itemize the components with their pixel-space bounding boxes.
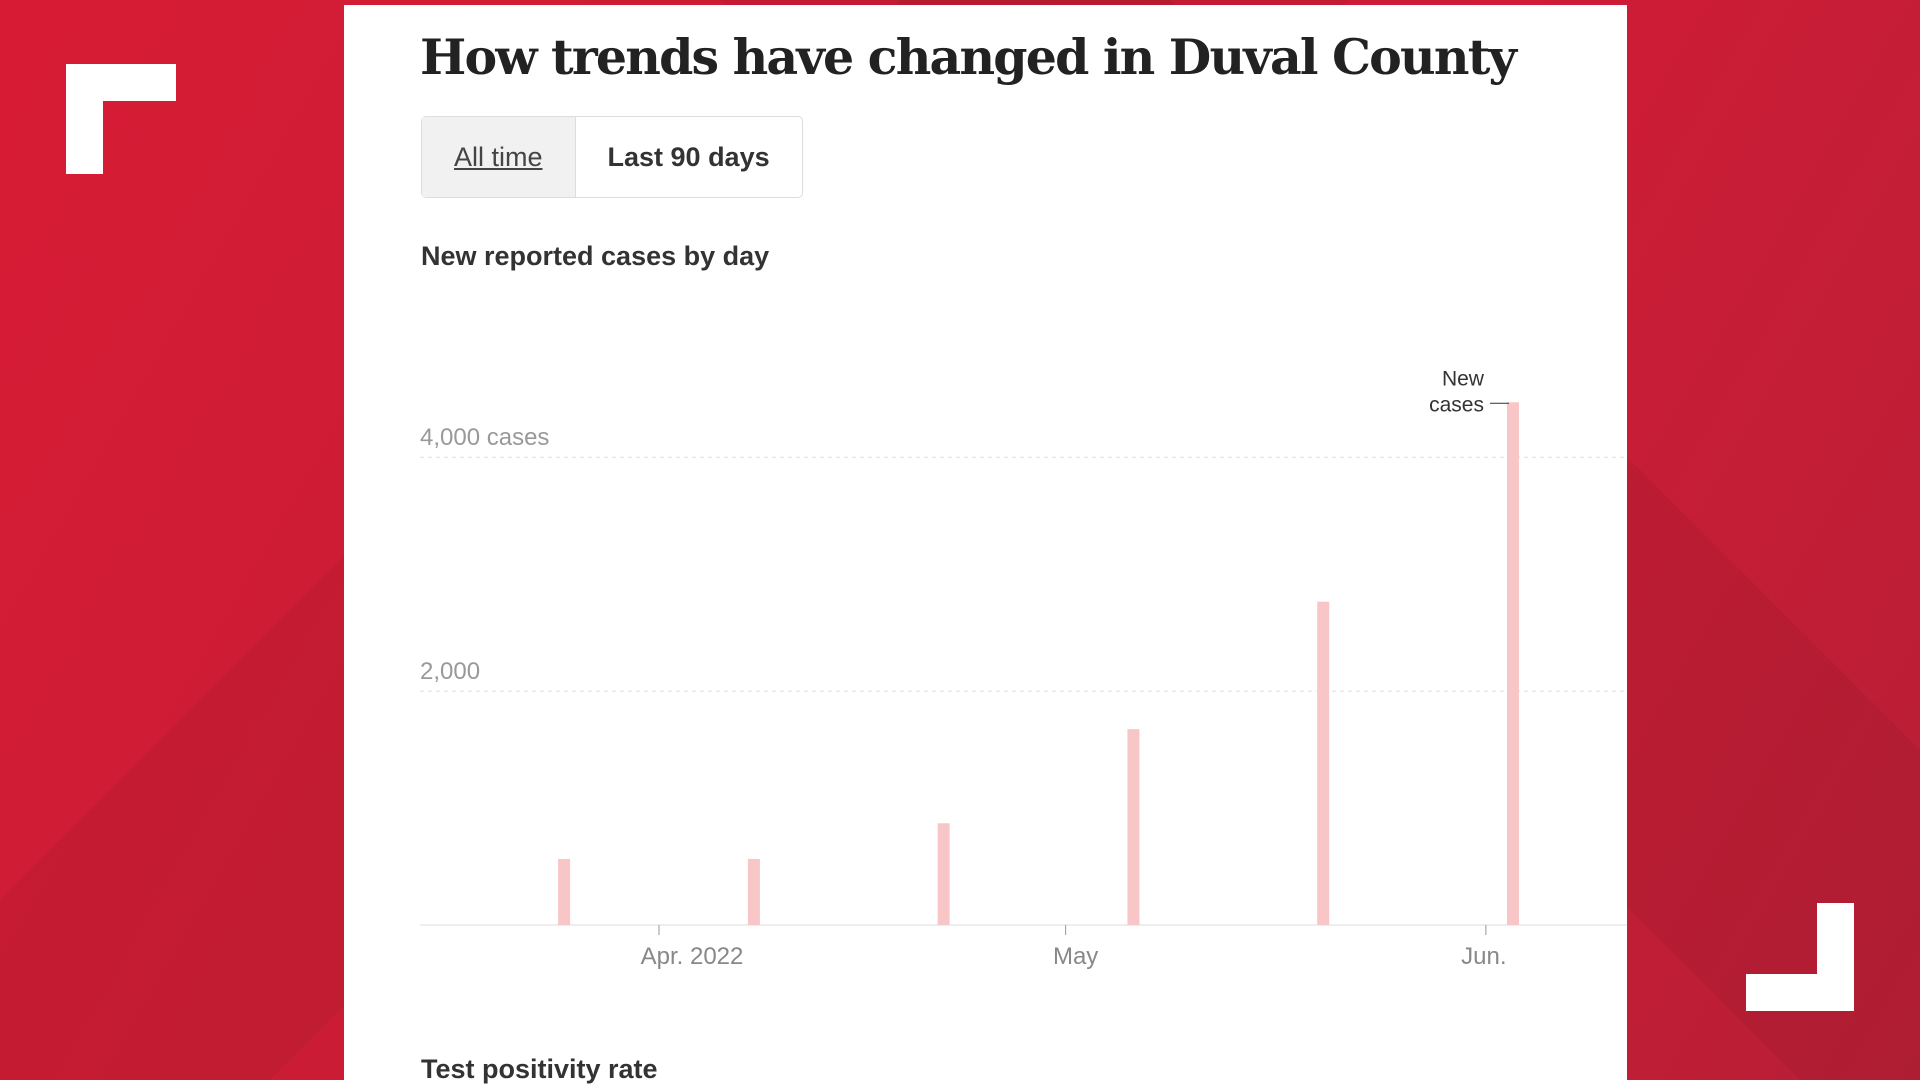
x-tick-label: Apr. 2022 [641,943,744,970]
bar-2022-04-08 [747,858,760,925]
y-tick-label: 4,000 cases [420,424,549,451]
corner-bracket-top-left [66,64,176,174]
toggle-last-90-days[interactable]: Last 90 days [607,141,770,172]
annotation-line1: New [1442,367,1485,390]
toggle-all-time[interactable]: All time [422,117,576,197]
bar-2022-05-06 [1127,729,1140,925]
bar-2022-04-22 [937,823,950,925]
time-range-toggle: All time Last 90 days [421,116,803,198]
content-card: How trends have changed in Duval County … [344,5,1627,1084]
corner-bracket-bottom-right [1746,903,1854,1011]
chart-title: New reported cases by day [421,241,770,271]
x-tick-label: May [1053,943,1098,970]
x-tick-label: Jun. [1461,943,1506,970]
annotation-line2: cases [1429,393,1484,416]
page-title: How trends have changed in Duval County [420,28,1517,86]
bar-2022-05-20 [1317,601,1330,925]
section-title: Test positivity rate [421,1054,658,1084]
bar-2022-03-25 [558,858,571,925]
bar-2022-06-03 [1506,402,1519,925]
y-tick-label: 2,000 [420,658,480,685]
cases-chart: 2,000 4,000 cases Apr. 2022 May Jun. New cases [420,367,1627,970]
